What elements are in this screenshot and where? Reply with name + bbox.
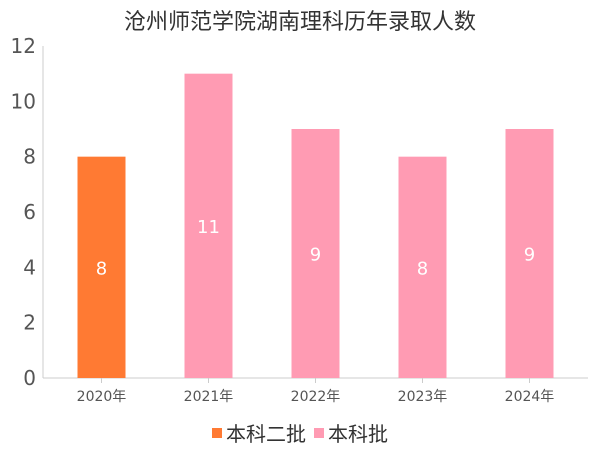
legend-swatch-1 bbox=[314, 427, 324, 438]
legend: 本科二批 本科批 bbox=[0, 418, 600, 447]
data-label-4: 9 bbox=[524, 245, 535, 266]
x-tick-label-1: 2021年 bbox=[184, 389, 234, 405]
y-tick-label-1: 2 bbox=[23, 311, 36, 335]
bar-3 bbox=[398, 156, 447, 378]
data-label-2: 9 bbox=[310, 245, 321, 266]
x-tick-label-0: 2020年 bbox=[77, 389, 127, 405]
data-label-1: 11 bbox=[197, 217, 220, 238]
y-tick-label-6: 12 bbox=[11, 34, 36, 58]
bar-4 bbox=[505, 129, 554, 378]
y-tick-label-2: 4 bbox=[23, 255, 36, 279]
x-tick-label-3: 2023年 bbox=[398, 389, 448, 405]
x-tick-label-2: 2022年 bbox=[291, 389, 341, 405]
legend-item-1[interactable]: 本科批 bbox=[314, 418, 388, 447]
chart-title: 沧州师范学院湖南理科历年录取人数 bbox=[123, 10, 476, 35]
y-tick-label-0: 0 bbox=[23, 366, 36, 390]
legend-label-1: 本科批 bbox=[328, 422, 388, 446]
x-tick-label-4: 2024年 bbox=[505, 389, 555, 405]
legend-swatch-0 bbox=[212, 427, 222, 438]
y-tick-label-3: 6 bbox=[23, 200, 36, 224]
bar-0 bbox=[77, 156, 126, 378]
y-tick-label-4: 8 bbox=[23, 145, 36, 169]
legend-label-0: 本科二批 bbox=[226, 422, 306, 446]
legend-item-0[interactable]: 本科二批 bbox=[212, 418, 306, 447]
bar-2 bbox=[291, 129, 340, 378]
data-label-0: 8 bbox=[96, 258, 107, 279]
y-tick-label-5: 10 bbox=[11, 89, 36, 113]
bar-1 bbox=[184, 73, 233, 379]
data-label-3: 8 bbox=[417, 258, 428, 279]
